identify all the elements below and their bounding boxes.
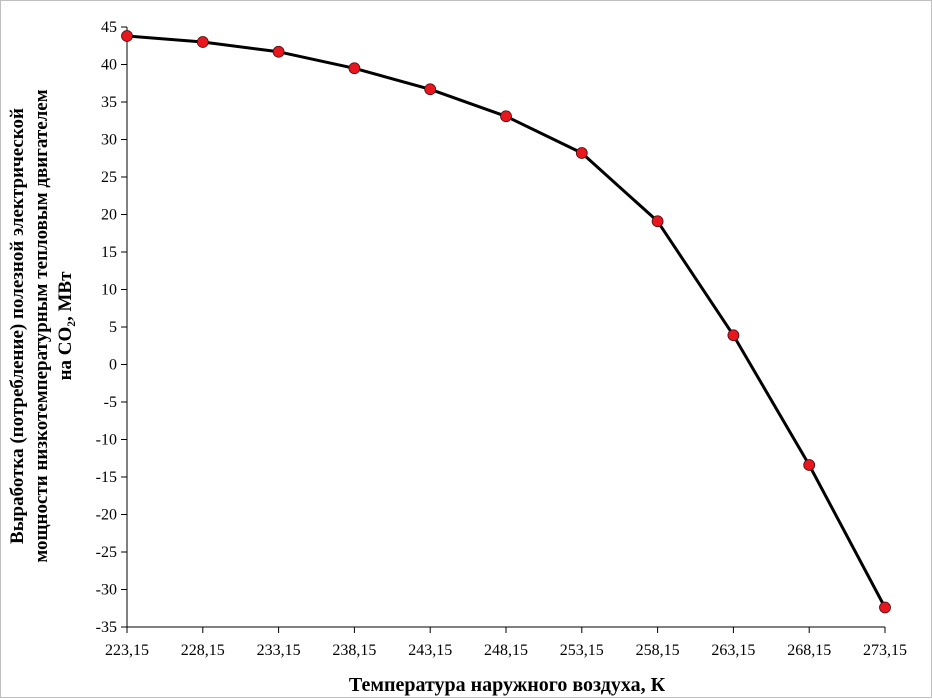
x-tick-label: 238,15 [332,642,376,659]
y-tick-label: 30 [101,132,117,149]
y-tick-label: -25 [96,544,117,561]
x-axis-title: Температура наружного воздуха, К [349,674,666,696]
x-tick-label: 248,15 [484,642,528,659]
data-point [651,215,664,228]
series-points [121,30,891,614]
y-tick-label: 5 [109,319,117,336]
x-tick-label: 228,15 [181,642,225,659]
y-tick-label: 10 [101,282,117,299]
data-point [121,30,133,42]
y-tick-label: -30 [96,582,117,599]
x-tick-label: 268,15 [787,642,831,659]
x-tick-label: 253,15 [560,642,604,659]
y-tick-label: -10 [96,432,117,449]
y-tick-label: 0 [109,357,117,374]
x-axis-ticks: 223,15 228,15 233,15 238,15 243,15 248,15 253,… [105,627,907,659]
y-axis-title-line-3: на CO₂, МВт [55,271,76,380]
data-point [727,329,740,342]
x-tick-label: 233,15 [257,642,301,659]
data-point [879,601,891,614]
x-tick-label: 273,15 [863,642,907,659]
data-point [272,45,285,58]
x-tick-label: 243,15 [408,642,452,659]
y-tick-label: -15 [96,469,117,486]
data-point [348,62,361,75]
data-point [500,110,512,123]
y-tick-label: 45 [101,19,117,36]
data-point [575,147,588,159]
y-axis-title-line-1: Выработка (потребление) полезной электри… [7,108,28,544]
x-tick-label: 263,15 [711,642,755,659]
y-tick-label: 40 [101,57,117,74]
y-tick-label: 15 [101,244,117,261]
y-tick-label: -5 [104,394,117,411]
y-axis-title-line-2: мощности низкотемпературным тепловым дви… [31,89,52,562]
y-tick-label: -35 [96,619,117,636]
x-tick-label: 223,15 [105,642,149,659]
data-point [803,459,816,471]
y-tick-label: 25 [101,169,117,186]
y-tick-label: -20 [96,507,117,524]
y-tick-label: 35 [101,94,117,111]
x-tick-label: 258,15 [636,642,680,659]
data-point [196,36,209,48]
y-axis-ticks: 45 40 35 30 25 20 15 10 5 0 -5 -10 -15 -20 -25 -30 -35 [96,19,127,636]
y-tick-label: 20 [101,207,117,224]
data-point [424,83,437,96]
